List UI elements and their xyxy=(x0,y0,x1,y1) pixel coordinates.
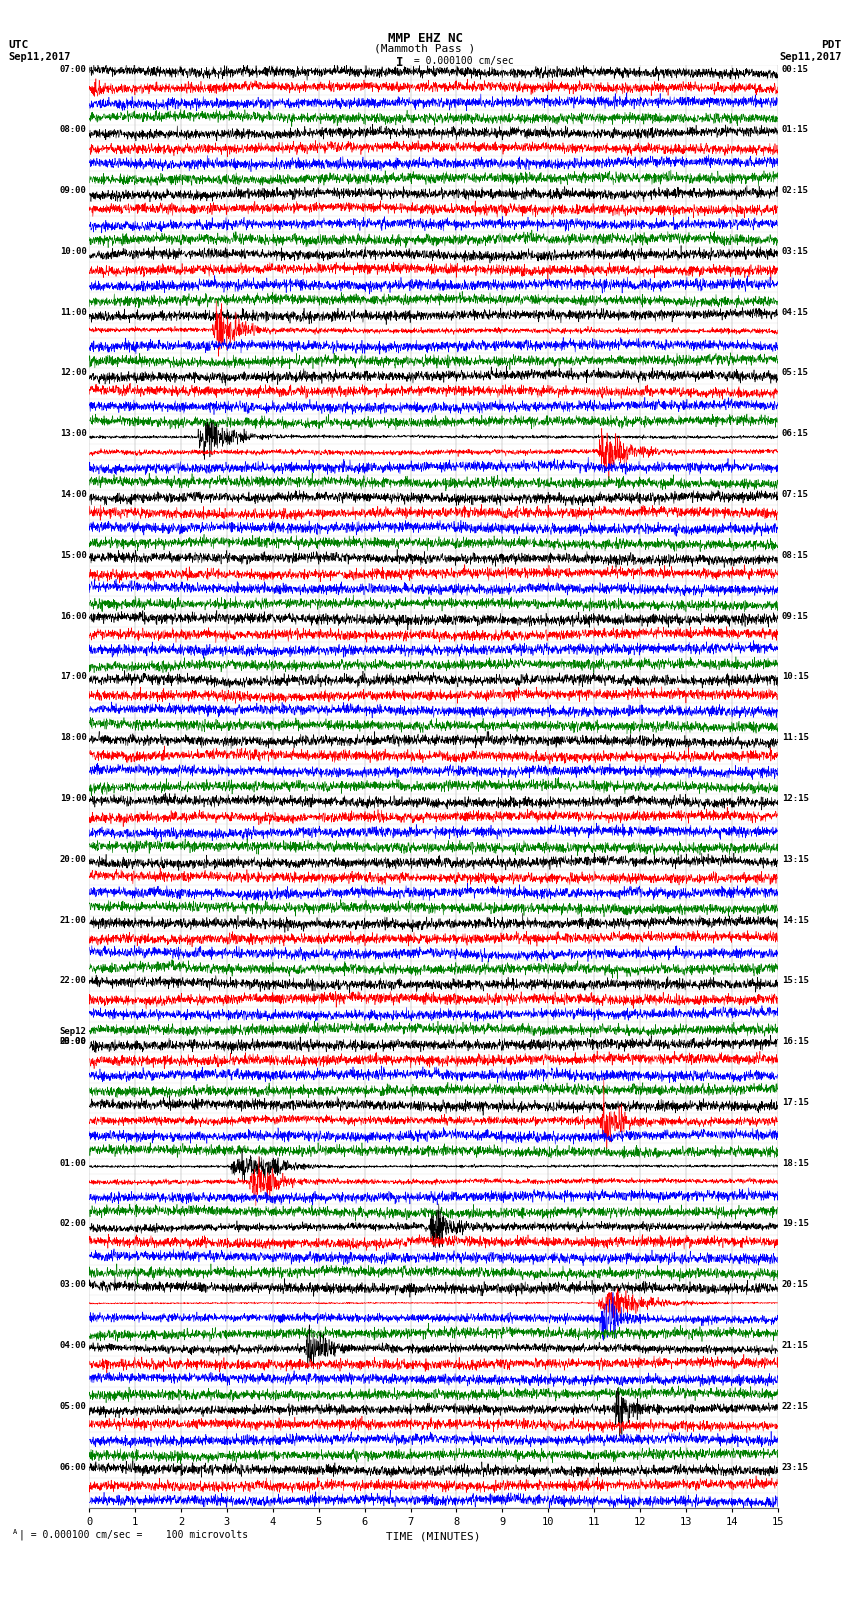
Text: 06:15: 06:15 xyxy=(782,429,809,439)
Text: 05:00: 05:00 xyxy=(60,1402,87,1411)
Text: 14:00: 14:00 xyxy=(60,490,87,498)
Text: Sep11,2017: Sep11,2017 xyxy=(8,52,71,61)
Text: 11:00: 11:00 xyxy=(60,308,87,316)
Text: 06:00: 06:00 xyxy=(60,1463,87,1471)
Text: 20:00: 20:00 xyxy=(60,855,87,863)
Text: 12:15: 12:15 xyxy=(782,794,809,803)
Text: 13:15: 13:15 xyxy=(782,855,809,863)
Text: 15:00: 15:00 xyxy=(60,550,87,560)
Text: 12:00: 12:00 xyxy=(60,368,87,377)
X-axis label: TIME (MINUTES): TIME (MINUTES) xyxy=(386,1531,481,1542)
Text: 16:00: 16:00 xyxy=(60,611,87,621)
Text: 03:15: 03:15 xyxy=(782,247,809,256)
Text: 09:00: 09:00 xyxy=(60,185,87,195)
Text: 21:15: 21:15 xyxy=(782,1340,809,1350)
Text: 17:00: 17:00 xyxy=(60,673,87,681)
Text: 10:00: 10:00 xyxy=(60,247,87,256)
Text: 22:00: 22:00 xyxy=(60,976,87,986)
Text: Sep12: Sep12 xyxy=(60,1027,87,1037)
Text: 09:15: 09:15 xyxy=(782,611,809,621)
Text: 08:00: 08:00 xyxy=(60,126,87,134)
Text: 01:15: 01:15 xyxy=(782,126,809,134)
Text: Sep11,2017: Sep11,2017 xyxy=(779,52,842,61)
Text: 00:15: 00:15 xyxy=(782,65,809,74)
Text: = 0.000100 cm/sec: = 0.000100 cm/sec xyxy=(408,56,513,66)
Text: 02:15: 02:15 xyxy=(782,185,809,195)
Text: 20:15: 20:15 xyxy=(782,1281,809,1289)
Text: MMP EHZ NC: MMP EHZ NC xyxy=(388,32,462,45)
Text: UTC: UTC xyxy=(8,40,29,50)
Text: 01:00: 01:00 xyxy=(60,1158,87,1168)
Text: I: I xyxy=(396,56,403,69)
Text: 13:00: 13:00 xyxy=(60,429,87,439)
Text: 00:00: 00:00 xyxy=(60,1037,87,1047)
Text: 21:00: 21:00 xyxy=(60,916,87,924)
Text: 19:00: 19:00 xyxy=(60,794,87,803)
Text: 10:15: 10:15 xyxy=(782,673,809,681)
Text: PDT: PDT xyxy=(821,40,842,50)
Text: 18:15: 18:15 xyxy=(782,1158,809,1168)
Text: 02:00: 02:00 xyxy=(60,1219,87,1229)
Text: 07:00: 07:00 xyxy=(60,65,87,74)
Text: 11:15: 11:15 xyxy=(782,734,809,742)
Text: 22:15: 22:15 xyxy=(782,1402,809,1411)
Text: 18:00: 18:00 xyxy=(60,734,87,742)
Text: 08:15: 08:15 xyxy=(782,550,809,560)
Text: 04:15: 04:15 xyxy=(782,308,809,316)
Text: 17:15: 17:15 xyxy=(782,1098,809,1107)
Text: (Mammoth Pass ): (Mammoth Pass ) xyxy=(374,44,476,53)
Text: 04:00: 04:00 xyxy=(60,1340,87,1350)
Text: 15:15: 15:15 xyxy=(782,976,809,986)
Text: 14:15: 14:15 xyxy=(782,916,809,924)
Text: 07:15: 07:15 xyxy=(782,490,809,498)
Text: 19:15: 19:15 xyxy=(782,1219,809,1229)
Text: 05:15: 05:15 xyxy=(782,368,809,377)
Text: A: A xyxy=(13,1529,17,1536)
Text: 03:00: 03:00 xyxy=(60,1281,87,1289)
Text: 23:00: 23:00 xyxy=(60,1037,87,1047)
Text: 23:15: 23:15 xyxy=(782,1463,809,1471)
Text: 16:15: 16:15 xyxy=(782,1037,809,1047)
Text: | = 0.000100 cm/sec =    100 microvolts: | = 0.000100 cm/sec = 100 microvolts xyxy=(19,1529,248,1540)
